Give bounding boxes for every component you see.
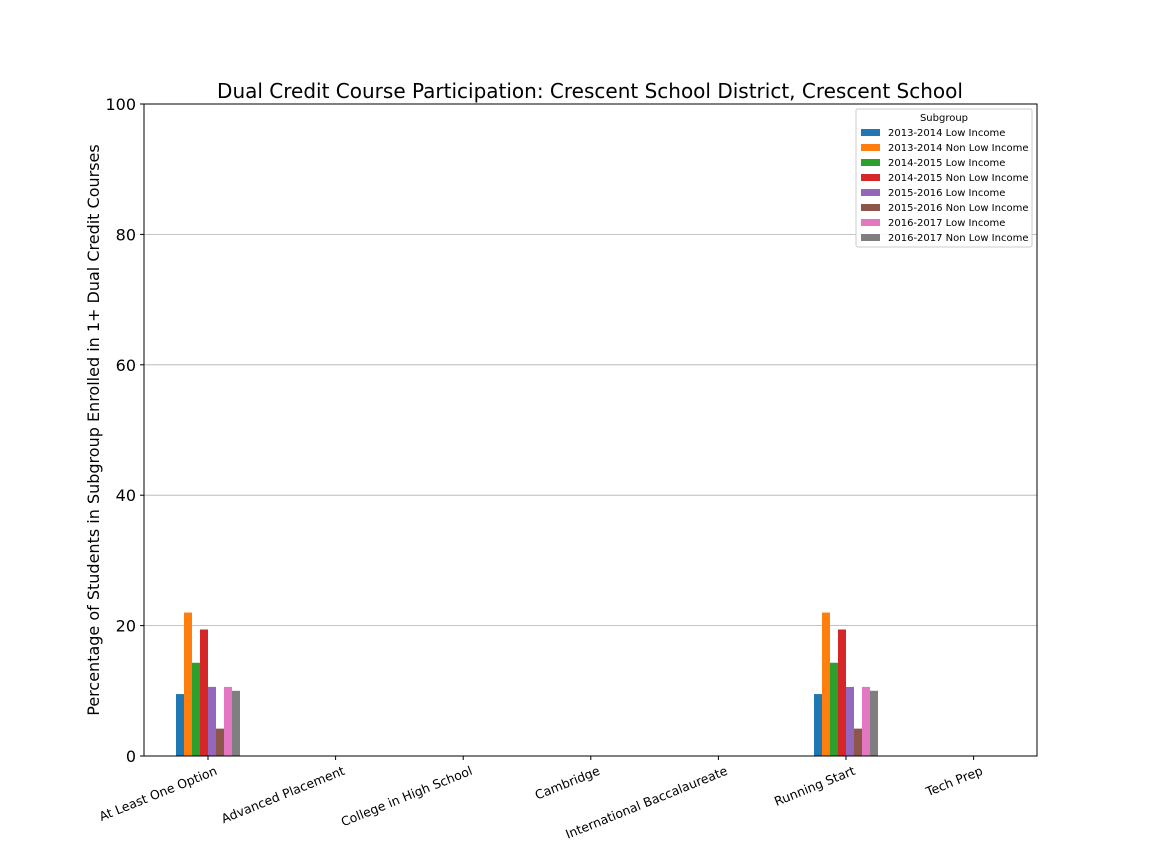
- y-tick-label: 20: [116, 617, 136, 636]
- legend-swatch: [861, 144, 880, 151]
- legend-swatch: [861, 129, 880, 136]
- y-tick-label: 100: [105, 95, 136, 114]
- bar: [846, 686, 854, 756]
- x-tick-label: College in High School: [339, 763, 475, 829]
- bar: [232, 690, 240, 756]
- y-axis-ticks: 0 20 40 60 80 100: [105, 95, 144, 766]
- y-tick-label: 40: [116, 486, 136, 505]
- bar: [224, 686, 232, 756]
- bar: [830, 662, 838, 756]
- y-tick-label: 0: [126, 747, 136, 766]
- x-axis-ticks: At Least One Option Advanced PlacementCol…: [97, 756, 985, 842]
- chart-title: Dual Credit Course Participation: Cresce…: [217, 79, 963, 103]
- bars: [176, 612, 878, 756]
- legend-box: [855, 108, 1033, 248]
- legend-swatch: [861, 204, 880, 211]
- legend-label: 2015-2016 Non Low Income: [888, 203, 1028, 214]
- x-tick-label: Cambridge: [533, 763, 603, 803]
- legend-label: 2014-2015 Low Income: [888, 158, 1005, 169]
- bar: [838, 629, 846, 756]
- legend-swatch: [861, 219, 880, 226]
- x-tick-label: Tech Prep: [923, 763, 985, 800]
- y-tick-label: 80: [116, 225, 136, 244]
- bar: [184, 612, 192, 756]
- legend-label: 2014-2015 Non Low Income: [888, 173, 1028, 184]
- bar: [208, 686, 216, 756]
- legend-swatch: [861, 174, 880, 181]
- bar: [870, 690, 878, 756]
- legend-title: Subgroup: [920, 113, 968, 124]
- bar: [216, 728, 224, 756]
- bar: [814, 694, 822, 756]
- bar: [192, 662, 200, 756]
- bar: [200, 629, 208, 756]
- bar: [176, 694, 184, 756]
- legend-label: 2013-2014 Low Income: [888, 128, 1005, 139]
- y-axis-label: Percentage of Students in Subgroup Enrol…: [84, 144, 103, 715]
- x-tick-label: At Least One Option: [97, 763, 219, 824]
- legend-label: 2015-2016 Low Income: [888, 188, 1005, 199]
- x-tick-label: Running Start: [772, 763, 857, 809]
- legend-label: 2016-2017 Low Income: [888, 218, 1005, 229]
- legend-label: 2013-2014 Non Low Income: [888, 143, 1028, 154]
- legend: Subgroup 2013-2014 Low Income 2013-2014 No…: [855, 108, 1033, 248]
- legend-swatch: [861, 234, 880, 241]
- bar: [854, 728, 862, 756]
- x-tick-label: Advanced Placement: [219, 763, 347, 826]
- bar: [862, 686, 870, 756]
- legend-label: 2016-2017 Non Low Income: [888, 233, 1028, 244]
- legend-swatch: [861, 189, 880, 196]
- y-tick-label: 60: [116, 356, 136, 375]
- legend-swatch: [861, 159, 880, 166]
- gridlines: [144, 233, 1037, 626]
- bar: [822, 612, 830, 756]
